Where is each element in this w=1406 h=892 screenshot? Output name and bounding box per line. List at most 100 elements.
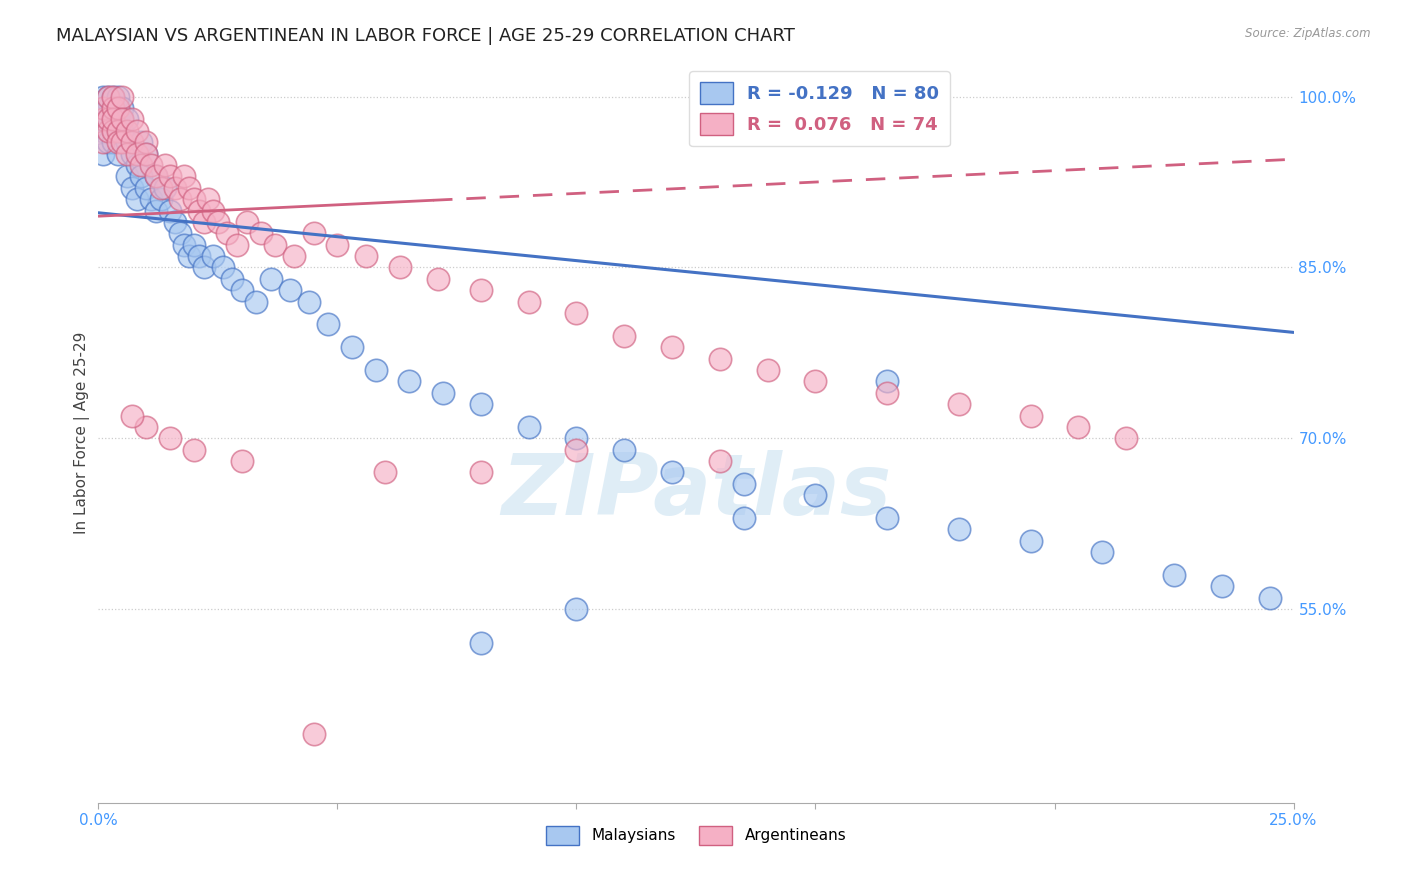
Point [111, 112, 134, 127]
Point [432, 385, 454, 400]
Point [264, 237, 287, 252]
Point [661, 340, 683, 354]
Point [193, 215, 215, 229]
Point [97, 135, 120, 149]
Point [145, 169, 167, 184]
Point [139, 192, 162, 206]
Point [125, 192, 148, 206]
Point [169, 192, 191, 206]
Point [91, 146, 114, 161]
Point [101, 135, 124, 149]
Point [97, 124, 120, 138]
Point [121, 135, 143, 149]
Point [91, 89, 114, 103]
Point [97, 89, 120, 103]
Point [1258, 591, 1281, 605]
Point [565, 306, 588, 320]
Point [948, 523, 970, 537]
Point [217, 227, 239, 241]
Point [101, 112, 124, 127]
Point [107, 89, 129, 103]
Point [565, 431, 588, 445]
Point [101, 124, 124, 138]
Point [283, 249, 305, 263]
Point [1067, 420, 1090, 434]
Point [876, 375, 898, 389]
Point [470, 466, 492, 480]
Point [101, 101, 124, 115]
Point [183, 192, 205, 206]
Point [121, 409, 143, 423]
Point [733, 476, 755, 491]
Point [470, 283, 492, 297]
Point [1211, 579, 1233, 593]
Point [139, 158, 162, 172]
Point [316, 318, 339, 332]
Point [121, 180, 143, 194]
Point [250, 227, 273, 241]
Point [159, 431, 181, 445]
Point [661, 466, 683, 480]
Point [326, 237, 349, 252]
Point [101, 101, 124, 115]
Point [115, 146, 138, 161]
Point [97, 124, 120, 138]
Point [179, 249, 201, 263]
Point [1163, 568, 1185, 582]
Point [107, 124, 129, 138]
Point [221, 272, 243, 286]
Point [115, 169, 138, 184]
Point [202, 249, 225, 263]
Point [231, 283, 253, 297]
Point [135, 146, 157, 161]
Point [125, 146, 148, 161]
Point [613, 442, 636, 457]
Point [91, 112, 114, 127]
Point [163, 180, 186, 194]
Point [173, 169, 195, 184]
Point [121, 146, 143, 161]
Point [101, 101, 124, 115]
Point [107, 112, 129, 127]
Point [804, 488, 827, 502]
Point [125, 124, 148, 138]
Point [155, 180, 177, 194]
Point [159, 203, 181, 218]
Point [756, 363, 779, 377]
Point [207, 215, 229, 229]
Point [709, 454, 731, 468]
Point [235, 215, 257, 229]
Point [298, 294, 321, 309]
Point [111, 112, 134, 127]
Point [97, 112, 120, 127]
Point [101, 89, 124, 103]
Point [111, 124, 134, 138]
Point [1115, 431, 1137, 445]
Point [354, 249, 377, 263]
Point [804, 375, 827, 389]
Point [135, 135, 157, 149]
Point [187, 249, 209, 263]
Point [211, 260, 233, 275]
Point [97, 112, 120, 127]
Point [302, 227, 325, 241]
Point [470, 636, 492, 650]
Point [388, 260, 411, 275]
Point [278, 283, 301, 297]
Point [111, 89, 134, 103]
Point [565, 442, 588, 457]
Point [145, 203, 167, 218]
Text: ZIPatlas: ZIPatlas [501, 450, 891, 533]
Point [101, 89, 124, 103]
Point [135, 420, 157, 434]
Point [107, 124, 129, 138]
Point [91, 101, 114, 115]
Point [374, 466, 396, 480]
Point [115, 124, 138, 138]
Point [169, 227, 191, 241]
Point [135, 146, 157, 161]
Point [876, 511, 898, 525]
Point [1091, 545, 1114, 559]
Point [193, 260, 215, 275]
Point [517, 420, 540, 434]
